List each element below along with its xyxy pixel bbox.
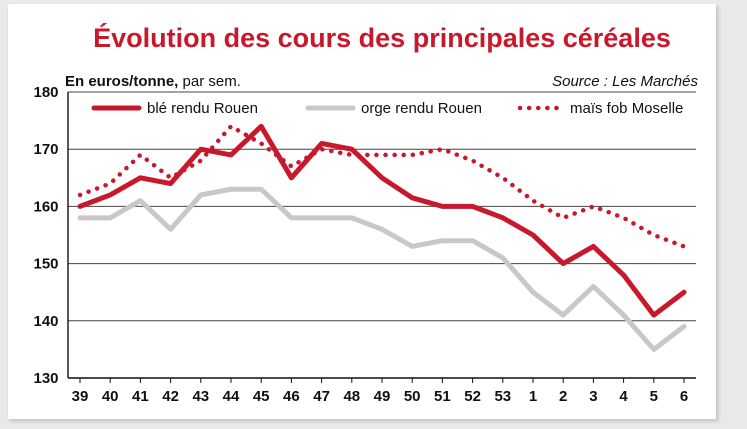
unit-label-rest: par sem.: [178, 73, 241, 90]
x-tick-label: 44: [223, 388, 240, 405]
unit-label-bold: En euros/tonne,: [65, 73, 178, 90]
series-line-1: [77, 186, 687, 352]
x-tick-label: 51: [434, 388, 451, 405]
x-tick-label: 50: [404, 388, 421, 405]
line-chart: Évolution des cours des principales céré…: [33, 22, 698, 405]
y-tick-label: 140: [33, 313, 58, 330]
x-tick-label: 6: [680, 388, 688, 405]
x-tick-label: 42: [162, 388, 179, 405]
legend-label-0: blé rendu Rouen: [147, 100, 258, 117]
legend-label-1: orge rendu Rouen: [361, 100, 482, 117]
x-tick-label: 53: [494, 388, 511, 405]
x-tick-label: 39: [72, 388, 89, 405]
y-tick-label: 130: [33, 370, 58, 387]
y-tick-label: 160: [33, 198, 58, 215]
x-tick-label: 40: [102, 388, 119, 405]
x-tick-label: 47: [313, 388, 330, 405]
chart-card: Évolution des cours des principales céré…: [8, 4, 716, 419]
x-tick-label: 49: [374, 388, 391, 405]
x-tick-label: 43: [192, 388, 209, 405]
x-tick-label: 5: [650, 388, 658, 405]
chart-title: Évolution des cours des principales céré…: [93, 22, 671, 53]
x-tick-label: 46: [283, 388, 300, 405]
series-line-0: [77, 123, 687, 318]
x-tick-label: 45: [253, 388, 270, 405]
x-tick-label: 4: [619, 388, 628, 405]
series-line-2: [77, 124, 687, 249]
grid: [67, 91, 696, 379]
y-tick-label: 180: [33, 84, 58, 101]
x-tick-label: 52: [464, 388, 481, 405]
x-tick-label: 41: [132, 388, 149, 405]
legend-label-2: maïs fob Moselle: [570, 100, 683, 117]
y-axis-unit-label: En euros/tonne, par sem.: [65, 73, 241, 90]
x-tick-label: 2: [559, 388, 567, 405]
source-label: Source : Les Marchés: [552, 73, 698, 90]
x-tick-label: 3: [589, 388, 597, 405]
series-lines: [77, 123, 687, 352]
x-tick-label: 48: [343, 388, 360, 405]
y-tick-label: 170: [33, 141, 58, 158]
y-axis-ticks: 130 140 150 160 170 180: [33, 84, 58, 387]
x-axis-ticks: 39 40 41 42 43 44 45 46 47 48 49 50 51 52 53 1 2 3 4 5 6: [72, 378, 688, 405]
x-tick-label: 1: [529, 388, 537, 405]
legend: blé rendu Rouen orge rendu Rouen maïs fob …: [91, 100, 683, 117]
y-tick-label: 150: [33, 256, 58, 273]
